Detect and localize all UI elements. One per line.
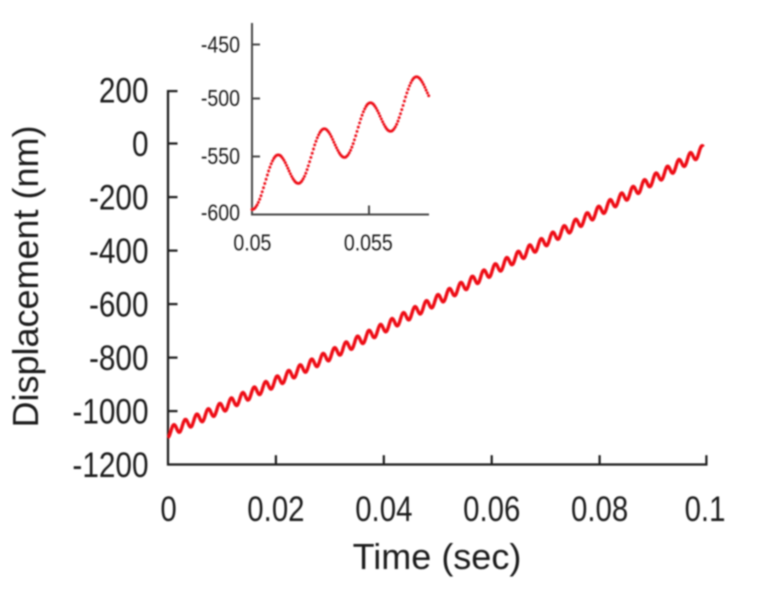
svg-text:-600: -600 bbox=[201, 200, 240, 226]
svg-text:0: 0 bbox=[132, 125, 149, 164]
svg-text:-500: -500 bbox=[201, 86, 240, 112]
svg-text:-450: -450 bbox=[201, 32, 240, 58]
svg-text:0.04: 0.04 bbox=[355, 490, 412, 529]
svg-text:0.08: 0.08 bbox=[571, 490, 628, 529]
svg-text:-800: -800 bbox=[89, 339, 149, 378]
svg-text:200: 200 bbox=[99, 71, 149, 110]
svg-text:0.055: 0.055 bbox=[344, 230, 393, 256]
svg-text:-1200: -1200 bbox=[72, 446, 148, 485]
svg-text:-400: -400 bbox=[89, 232, 149, 271]
svg-text:-1000: -1000 bbox=[72, 392, 148, 431]
svg-text:0.06: 0.06 bbox=[463, 490, 520, 529]
svg-text:-550: -550 bbox=[201, 144, 240, 170]
svg-text:0.1: 0.1 bbox=[685, 490, 726, 529]
svg-text:Displacement (nm): Displacement (nm) bbox=[5, 125, 46, 427]
svg-text:0: 0 bbox=[160, 490, 176, 529]
svg-text:-200: -200 bbox=[89, 178, 149, 217]
svg-text:0.02: 0.02 bbox=[247, 490, 304, 529]
svg-text:Time (sec): Time (sec) bbox=[353, 536, 522, 577]
svg-text:0.05: 0.05 bbox=[233, 230, 271, 256]
svg-text:-600: -600 bbox=[89, 285, 149, 324]
